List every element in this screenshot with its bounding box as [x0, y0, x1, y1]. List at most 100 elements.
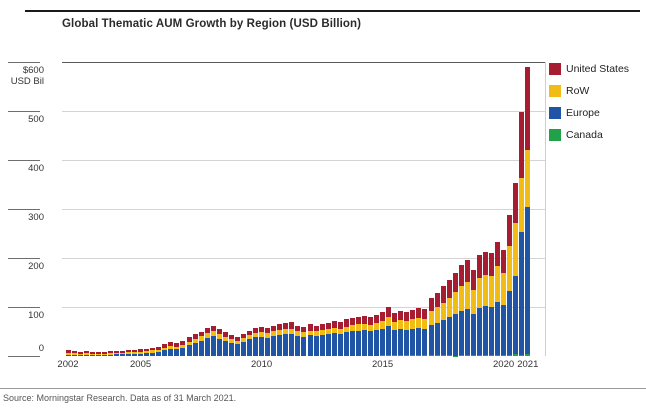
bar-segment-europe	[271, 336, 277, 356]
bar-2021-q1	[525, 66, 531, 356]
bar-segment-europe	[247, 339, 252, 356]
bar-segment-united-states	[162, 344, 168, 348]
bar-2018-q4	[470, 270, 476, 356]
bar-2009-q2	[240, 333, 246, 356]
bar-2004-q2	[119, 350, 125, 356]
row-swatch-icon	[549, 85, 561, 97]
x-tick-label-2020: 2020	[493, 359, 515, 370]
chart-title: Global Thematic AUM Growth by Region (US…	[62, 18, 362, 30]
bar-2013-q3	[343, 319, 349, 356]
bar-segment-europe	[95, 355, 101, 356]
bar-segment-united-states	[113, 350, 119, 353]
bar-segment-united-states	[150, 347, 156, 351]
bar-2007-q3	[198, 331, 204, 357]
bar-segment-europe	[507, 291, 513, 355]
bar-segment-europe	[519, 232, 525, 355]
bar-segment-row	[446, 297, 452, 318]
bar-segment-row	[174, 346, 180, 350]
bar-segment-row	[482, 275, 488, 307]
bar-2005-q4	[156, 346, 162, 356]
bar-segment-europe	[265, 337, 271, 356]
bar-segment-row	[192, 338, 198, 343]
bar-2015-q2	[386, 307, 392, 356]
y-tick-label-100: 100	[28, 310, 44, 321]
bar-segment-united-states	[222, 332, 228, 337]
bar-segment-row	[368, 324, 373, 331]
bar-2015-q4	[398, 310, 404, 356]
bar-segment-europe	[464, 308, 470, 356]
bar-segment-canada	[513, 354, 519, 356]
bar-segment-europe	[416, 327, 422, 356]
bar-segment-europe	[289, 333, 295, 356]
bar-segment-row	[265, 333, 271, 338]
bar-segment-united-states	[83, 351, 89, 354]
bar-segment-row	[216, 334, 222, 339]
bar-segment-united-states	[216, 329, 222, 335]
bar-2014-q1	[355, 316, 361, 356]
bar-segment-united-states	[507, 214, 513, 247]
bar-segment-row	[501, 272, 507, 306]
bar-segment-row	[470, 290, 476, 314]
gridline-100	[62, 307, 545, 308]
bar-segment-united-states	[422, 308, 428, 319]
bar-2014-q4	[374, 314, 380, 356]
bar-segment-united-states	[476, 255, 482, 278]
bar-segment-europe	[180, 347, 186, 356]
bar-2012-q1	[307, 324, 313, 356]
bar-segment-canada	[495, 355, 501, 356]
bar-segment-europe	[168, 348, 174, 356]
y-tick-line	[8, 356, 40, 357]
bar-segment-europe	[355, 330, 361, 356]
bar-segment-united-states	[337, 321, 343, 329]
bar-segment-row	[452, 292, 458, 315]
bar-2007-q1	[186, 337, 192, 356]
bar-segment-canada	[501, 354, 507, 356]
bar-segment-row	[440, 302, 446, 321]
x-tick-label-2002: 2002	[57, 359, 79, 370]
bar-2002-q2	[71, 350, 77, 356]
bar-2009-q3	[247, 330, 252, 356]
bar-2011-q3	[295, 325, 301, 356]
bar-segment-europe	[361, 330, 367, 356]
bar-segment-europe	[144, 353, 150, 356]
bar-2005-q3	[150, 347, 156, 356]
bar-segment-united-states	[144, 348, 150, 352]
bar-segment-united-states	[301, 326, 307, 333]
x-tick-label-2010: 2010	[251, 359, 273, 370]
bar-2016-q1	[404, 311, 410, 356]
legend-label: United States	[566, 63, 630, 75]
bar-segment-europe	[295, 336, 301, 356]
bar-2006-q1	[162, 344, 168, 356]
bar-segment-europe	[113, 354, 119, 356]
bar-segment-europe	[386, 326, 392, 356]
bar-segment-europe	[452, 314, 458, 356]
bar-segment-united-states	[101, 351, 107, 354]
bar-segment-row	[83, 353, 89, 355]
bar-2012-q4	[325, 322, 331, 356]
legend-item-europe: Europe	[549, 107, 644, 119]
bar-segment-row	[331, 327, 337, 333]
bar-segment-united-states	[464, 259, 470, 283]
bar-segment-europe	[525, 207, 531, 355]
bar-2017-q2	[434, 293, 440, 356]
bar-segment-row	[380, 320, 386, 329]
bar-segment-row	[458, 286, 464, 311]
bar-2011-q4	[301, 326, 307, 356]
plot-right-border	[545, 62, 546, 356]
bar-segment-united-states	[198, 331, 204, 337]
bar-segment-europe	[259, 336, 265, 356]
bar-2014-q2	[361, 315, 367, 356]
bar-segment-united-states	[289, 321, 295, 329]
x-tick-label-2005: 2005	[130, 359, 152, 370]
bar-segment-row	[138, 351, 144, 354]
legend-label: Canada	[566, 129, 603, 141]
bar-segment-united-states	[271, 325, 277, 332]
bar-2018-q1	[452, 273, 458, 356]
bar-segment-europe	[132, 353, 138, 356]
y-tick-label-500: 500	[28, 114, 44, 125]
bar-segment-row	[95, 353, 101, 356]
x-tick-label-2015: 2015	[372, 359, 394, 370]
bar-segment-united-states	[355, 316, 361, 325]
y-tick-label-400: 400	[28, 163, 44, 174]
bar-2008-q3	[222, 332, 228, 356]
